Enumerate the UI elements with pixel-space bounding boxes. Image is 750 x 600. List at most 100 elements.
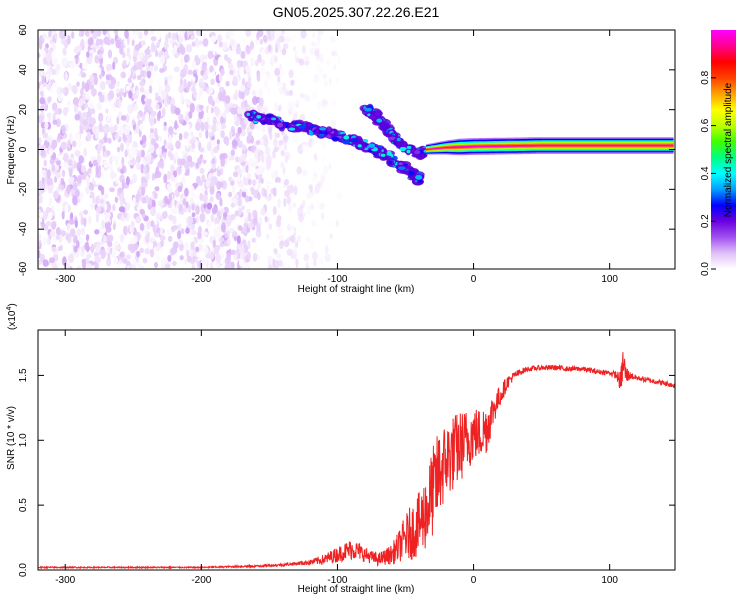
noise-blob — [74, 149, 81, 157]
noise-blob — [124, 194, 131, 204]
noise-blob — [68, 168, 73, 178]
noise-blob — [66, 184, 71, 195]
noise-blob — [290, 235, 296, 243]
noise-blob — [274, 261, 279, 269]
spectrogram-xtick-label: -200 — [191, 274, 211, 285]
noise-blob — [303, 143, 310, 153]
noise-blob — [74, 66, 81, 75]
noise-blob — [40, 70, 44, 77]
noise-blob — [258, 182, 263, 191]
noise-blob — [62, 256, 67, 267]
noise-blob — [245, 165, 249, 173]
noise-blob — [128, 90, 133, 99]
noise-blob — [120, 193, 124, 201]
noise-blob — [171, 32, 177, 41]
noise-blob — [317, 101, 321, 111]
noise-blob — [134, 103, 139, 112]
noise-blob — [86, 131, 92, 142]
noise-blob — [167, 74, 173, 81]
noise-blob — [266, 159, 272, 166]
noise-blob — [323, 262, 327, 269]
noise-blob — [277, 144, 281, 150]
noise-blob — [104, 203, 108, 211]
noise-blob — [216, 210, 221, 218]
noise-blob — [207, 95, 214, 105]
noise-blob — [81, 111, 88, 119]
noise-blob — [122, 212, 128, 219]
noise-blob — [158, 110, 162, 119]
noise-blob — [76, 81, 80, 87]
noise-blob — [42, 210, 47, 220]
noise-blob — [40, 104, 44, 113]
noise-blob — [102, 30, 107, 36]
noise-blob — [283, 197, 287, 207]
noise-blob — [100, 177, 105, 184]
noise-blob — [80, 72, 87, 78]
noise-blob — [198, 243, 204, 252]
noise-blob — [294, 50, 298, 59]
noise-blob — [161, 211, 168, 219]
noise-blob — [57, 132, 63, 140]
noise-blob — [126, 141, 130, 148]
noise-blob — [107, 114, 111, 123]
noise-blob — [252, 209, 258, 218]
spectrogram-ytick-label: 20 — [18, 104, 29, 116]
branch-core — [357, 144, 362, 148]
noise-blob — [219, 123, 227, 130]
noise-blob — [251, 90, 257, 97]
noise-blob — [57, 46, 64, 53]
noise-blob — [297, 207, 304, 217]
branch-core — [380, 153, 386, 157]
noise-blob — [153, 192, 158, 200]
noise-blob — [274, 67, 281, 77]
noise-blob — [60, 184, 65, 191]
noise-blob — [300, 30, 307, 39]
noise-blob — [215, 192, 221, 200]
branch-core — [331, 137, 340, 141]
noise-blob — [141, 149, 145, 158]
noise-blob — [141, 94, 146, 105]
noise-blob — [58, 246, 61, 252]
noise-blob — [179, 77, 183, 86]
noise-blob — [286, 264, 291, 269]
colorbar: 0.0 0.2 0.4 0.6 0.8 Normalized spectral ampl… — [700, 30, 736, 276]
noise-blob — [318, 257, 324, 265]
noise-blob — [80, 165, 86, 173]
noise-blob — [96, 206, 102, 213]
noise-blob — [237, 106, 243, 115]
noise-blob — [328, 219, 335, 227]
noise-blob — [191, 264, 196, 269]
noise-blob — [254, 244, 259, 254]
branch-core — [277, 122, 284, 128]
noise-blob — [276, 181, 280, 188]
noise-blob — [121, 156, 125, 166]
noise-blob — [247, 222, 254, 229]
noise-blob — [302, 212, 307, 218]
spectrogram-xtick-label: 0 — [471, 274, 477, 285]
noise-blob — [230, 49, 234, 55]
branch-core — [327, 128, 331, 132]
noise-blob — [219, 265, 226, 269]
noise-blob — [271, 171, 276, 180]
noise-blob — [146, 154, 151, 164]
noise-blob — [257, 149, 264, 157]
noise-blob — [94, 55, 100, 64]
noise-blob — [185, 98, 190, 105]
noise-blob — [74, 45, 81, 53]
noise-blob — [242, 239, 247, 246]
noise-blob — [61, 169, 66, 178]
noise-blob — [139, 123, 143, 132]
noise-blob — [274, 55, 278, 63]
noise-blob — [107, 221, 111, 231]
spectrogram-xtick-label: 100 — [601, 274, 618, 285]
noise-blob — [123, 128, 130, 136]
noise-blob — [125, 254, 132, 260]
noise-blob — [211, 163, 217, 170]
noise-blob — [229, 38, 235, 47]
noise-blob — [113, 124, 118, 131]
noise-blob — [149, 237, 154, 244]
snr-xtick-label: -200 — [191, 575, 211, 586]
noise-blob — [66, 223, 71, 231]
noise-blob — [125, 113, 130, 123]
noise-blob — [137, 74, 142, 81]
